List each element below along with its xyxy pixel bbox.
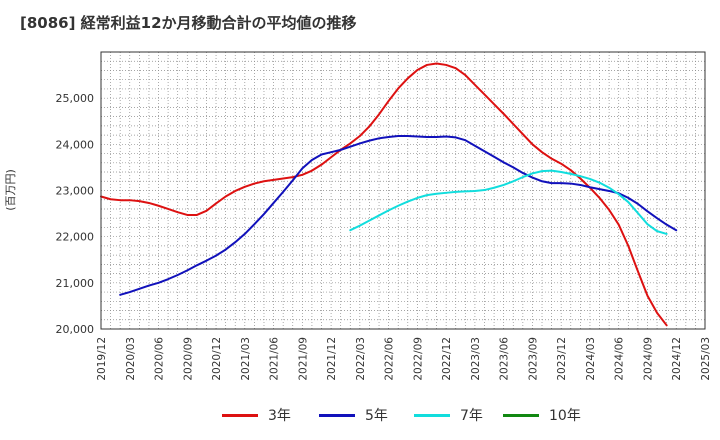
x-tick-label: 2021/12 [326,337,338,381]
series-lines [100,62,678,327]
x-tick-label: 2025/03 [700,337,712,381]
x-tick-label: 2023/09 [527,337,539,381]
legend-item: 7年 [414,400,483,430]
legend-label: 5年 [365,408,388,424]
x-tick-label: 2020/03 [125,337,137,381]
x-tick-label: 2020/12 [211,337,223,381]
y-axis-label: (百万円) [4,169,17,211]
plot-frame [100,51,706,330]
y-tick-labels: 20,000 21,000 22,000 23,000 24,000 25,000 [56,92,95,336]
x-tick-label: 2022/12 [441,337,453,381]
x-tick-label: 2023/03 [470,337,482,381]
grid [101,52,705,329]
y-tick-label: 23,000 [56,185,95,198]
x-tick-label: 2024/09 [642,337,654,381]
x-tick-label: 2024/12 [671,337,683,381]
legend-item: 3年 [222,400,291,430]
series-line-7年 [349,169,668,235]
legend-label: 7年 [460,408,483,424]
x-tick-label: 2021/09 [297,337,309,381]
x-tick-label: 2024/03 [585,337,597,381]
legend-label: 10年 [549,408,581,424]
x-tick-labels: 2019/12 2020/03 2020/06 2020/09 2020/12 2021/… [96,337,712,381]
y-tick-label: 22,000 [56,231,95,244]
series-line-5年 [119,135,678,296]
legend-swatch [319,413,355,417]
x-tick-label: 2022/09 [412,337,424,381]
legend: 3年 5年 7年 10年 [0,400,720,430]
legend-item: 5年 [319,400,388,430]
x-tick-label: 2022/03 [355,337,367,381]
x-tick-label: 2021/06 [269,337,281,381]
x-tick-label: 2019/12 [96,337,108,381]
series-line-3年 [100,62,668,327]
y-tick-label: 21,000 [56,277,95,290]
x-tick-label: 2023/12 [556,337,568,381]
x-tick-label: 2020/06 [154,337,166,381]
y-tick-label: 25,000 [56,92,95,105]
x-tick-label: 2020/09 [182,337,194,381]
legend-swatch [414,413,450,417]
chart-title: [8086] 経常利益12か月移動合計の平均値の推移 [20,14,357,32]
legend-item: 10年 [503,400,581,430]
x-tick-label: 2021/03 [240,337,252,381]
x-tick-label: 2023/06 [499,337,511,381]
legend-label: 3年 [268,408,291,424]
legend-swatch [222,413,258,417]
x-tick-label: 2022/06 [384,337,396,381]
x-tick-label: 2024/06 [614,337,626,381]
y-tick-label: 20,000 [56,323,95,336]
legend-swatch [503,413,539,417]
y-tick-label: 24,000 [56,138,95,151]
